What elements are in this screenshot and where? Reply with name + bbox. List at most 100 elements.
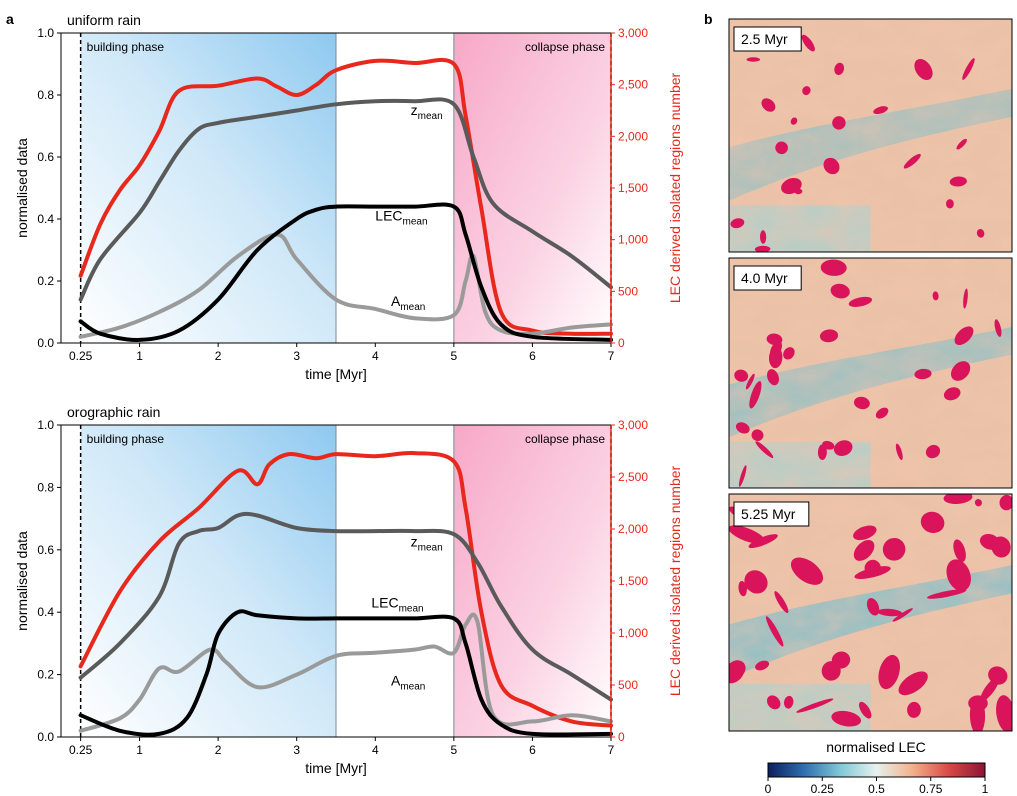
y-tick-label: 0.6 — [37, 150, 54, 164]
colorbar-tick-label: 1 — [982, 782, 989, 796]
building-phase-shading — [80, 425, 337, 737]
series-label-main: LEC — [375, 208, 402, 224]
series-label-z-mean: zmean — [411, 534, 443, 554]
lec-region — [796, 698, 834, 713]
map-panel: 2.5 Myr — [728, 18, 1013, 253]
series-line-lec-derived-isolated-regions-number — [78, 450, 613, 728]
y-tick-label: 0.6 — [37, 543, 54, 557]
colorbar-title: normalised LEC — [826, 739, 926, 755]
lec-region — [774, 591, 789, 614]
lec-region — [953, 539, 966, 563]
lec-region — [858, 701, 872, 719]
lec-region — [755, 660, 770, 671]
y2-tick-label: 3,000 — [618, 26, 648, 40]
y2-tick-label: 2,000 — [618, 522, 648, 536]
y2-tick-label: 500 — [618, 284, 638, 298]
map-time-label: 2.5 Myr — [741, 31, 788, 47]
y-tick-label: 0.8 — [37, 88, 54, 102]
x-tick-label: 2 — [215, 349, 222, 363]
map-frame — [728, 257, 1013, 489]
lec-region — [954, 326, 974, 345]
y-tick-label: 0.8 — [37, 480, 54, 494]
chart-title: orographic rain — [67, 404, 160, 420]
lec-region — [759, 230, 767, 244]
lec-region — [969, 696, 986, 731]
y2-tick-label: 2,500 — [618, 470, 648, 484]
map-time-label-box — [733, 501, 810, 527]
y-tick-label: 0.2 — [37, 668, 54, 682]
series-line-lec-derived-isolated-regions-number — [78, 57, 613, 336]
lec-region — [882, 537, 906, 561]
series-label-main: z — [411, 102, 418, 118]
map-time-label: 5.25 Myr — [741, 506, 796, 522]
y2-tick-label: 0 — [618, 730, 625, 744]
lec-region — [823, 157, 840, 175]
lec-region — [914, 368, 932, 380]
lec-region — [920, 511, 945, 534]
series-label-z-mean: zmean — [411, 102, 443, 122]
y2-tick-label: 2,500 — [618, 78, 648, 92]
lec-region — [988, 666, 1008, 685]
lec-region — [775, 141, 788, 155]
lec-region — [976, 228, 985, 238]
lec-region — [794, 188, 803, 195]
y2-tick-label: 1,000 — [618, 233, 648, 247]
map-panel: 4.0 Myr — [728, 257, 1013, 489]
lec-region — [979, 534, 1001, 550]
lec-region — [925, 444, 941, 459]
x-tick-label: 5 — [451, 349, 458, 363]
lec-region — [830, 283, 850, 299]
lec-region — [729, 668, 744, 684]
lec-region — [833, 440, 853, 456]
lec-region — [770, 341, 782, 358]
series-label-main: LEC — [371, 595, 398, 611]
collapse-phase-label: collapse phase — [525, 40, 605, 54]
lec-region — [950, 361, 971, 381]
colorbar-tick-label: 0.5 — [868, 782, 885, 796]
lec-region — [877, 608, 903, 617]
lec-region — [783, 695, 794, 709]
x-tick-label: 2 — [215, 743, 222, 757]
lec-region — [819, 329, 839, 343]
y2-tick-label: 2,000 — [618, 129, 648, 143]
lec-region — [949, 176, 967, 187]
y2-tick-label: 0 — [618, 336, 625, 350]
lec-region — [956, 138, 967, 150]
lec-region — [875, 407, 889, 419]
lec-region — [755, 441, 774, 458]
lec-region — [853, 525, 877, 541]
x-tick-label: 6 — [529, 349, 536, 363]
lec-region — [817, 444, 827, 460]
y2-tick-label: 1,000 — [618, 626, 648, 640]
x-axis-label: time [Myr] — [305, 760, 366, 776]
y2-axis-label: LEC derived isolated regions number — [667, 72, 683, 303]
lec-region — [790, 557, 824, 585]
y2-tick-label: 3,000 — [618, 418, 648, 432]
y-tick-label: 0.4 — [37, 212, 54, 226]
lec-region — [946, 559, 971, 592]
lec-region — [832, 116, 846, 130]
series-line-a-mean — [78, 232, 613, 339]
lec-region — [907, 701, 921, 718]
lec-region — [994, 319, 1002, 337]
lec-region — [962, 58, 975, 80]
series-label-a-mean: Amean — [391, 673, 425, 693]
x-tick-label: 1 — [136, 349, 143, 363]
x-tick-label: 7 — [608, 743, 615, 757]
x-tick-label: 7 — [608, 349, 615, 363]
map-time-label-box — [733, 26, 802, 52]
series-label-a-mean: Amean — [391, 293, 425, 313]
lec-region — [738, 465, 747, 487]
series-line-z-mean — [78, 97, 613, 302]
x-tick-label: 3 — [293, 743, 300, 757]
series-label-main: A — [391, 673, 401, 689]
lec-region — [895, 443, 903, 460]
series-label-sub: mean — [400, 302, 425, 313]
panel-label-b: b — [704, 11, 713, 27]
y-tick-label: 1.0 — [37, 418, 54, 432]
x-axis-label: time [Myr] — [305, 366, 366, 382]
x-tick-label: 5 — [451, 743, 458, 757]
series-line-z-mean — [78, 511, 613, 702]
lec-region — [735, 422, 750, 434]
